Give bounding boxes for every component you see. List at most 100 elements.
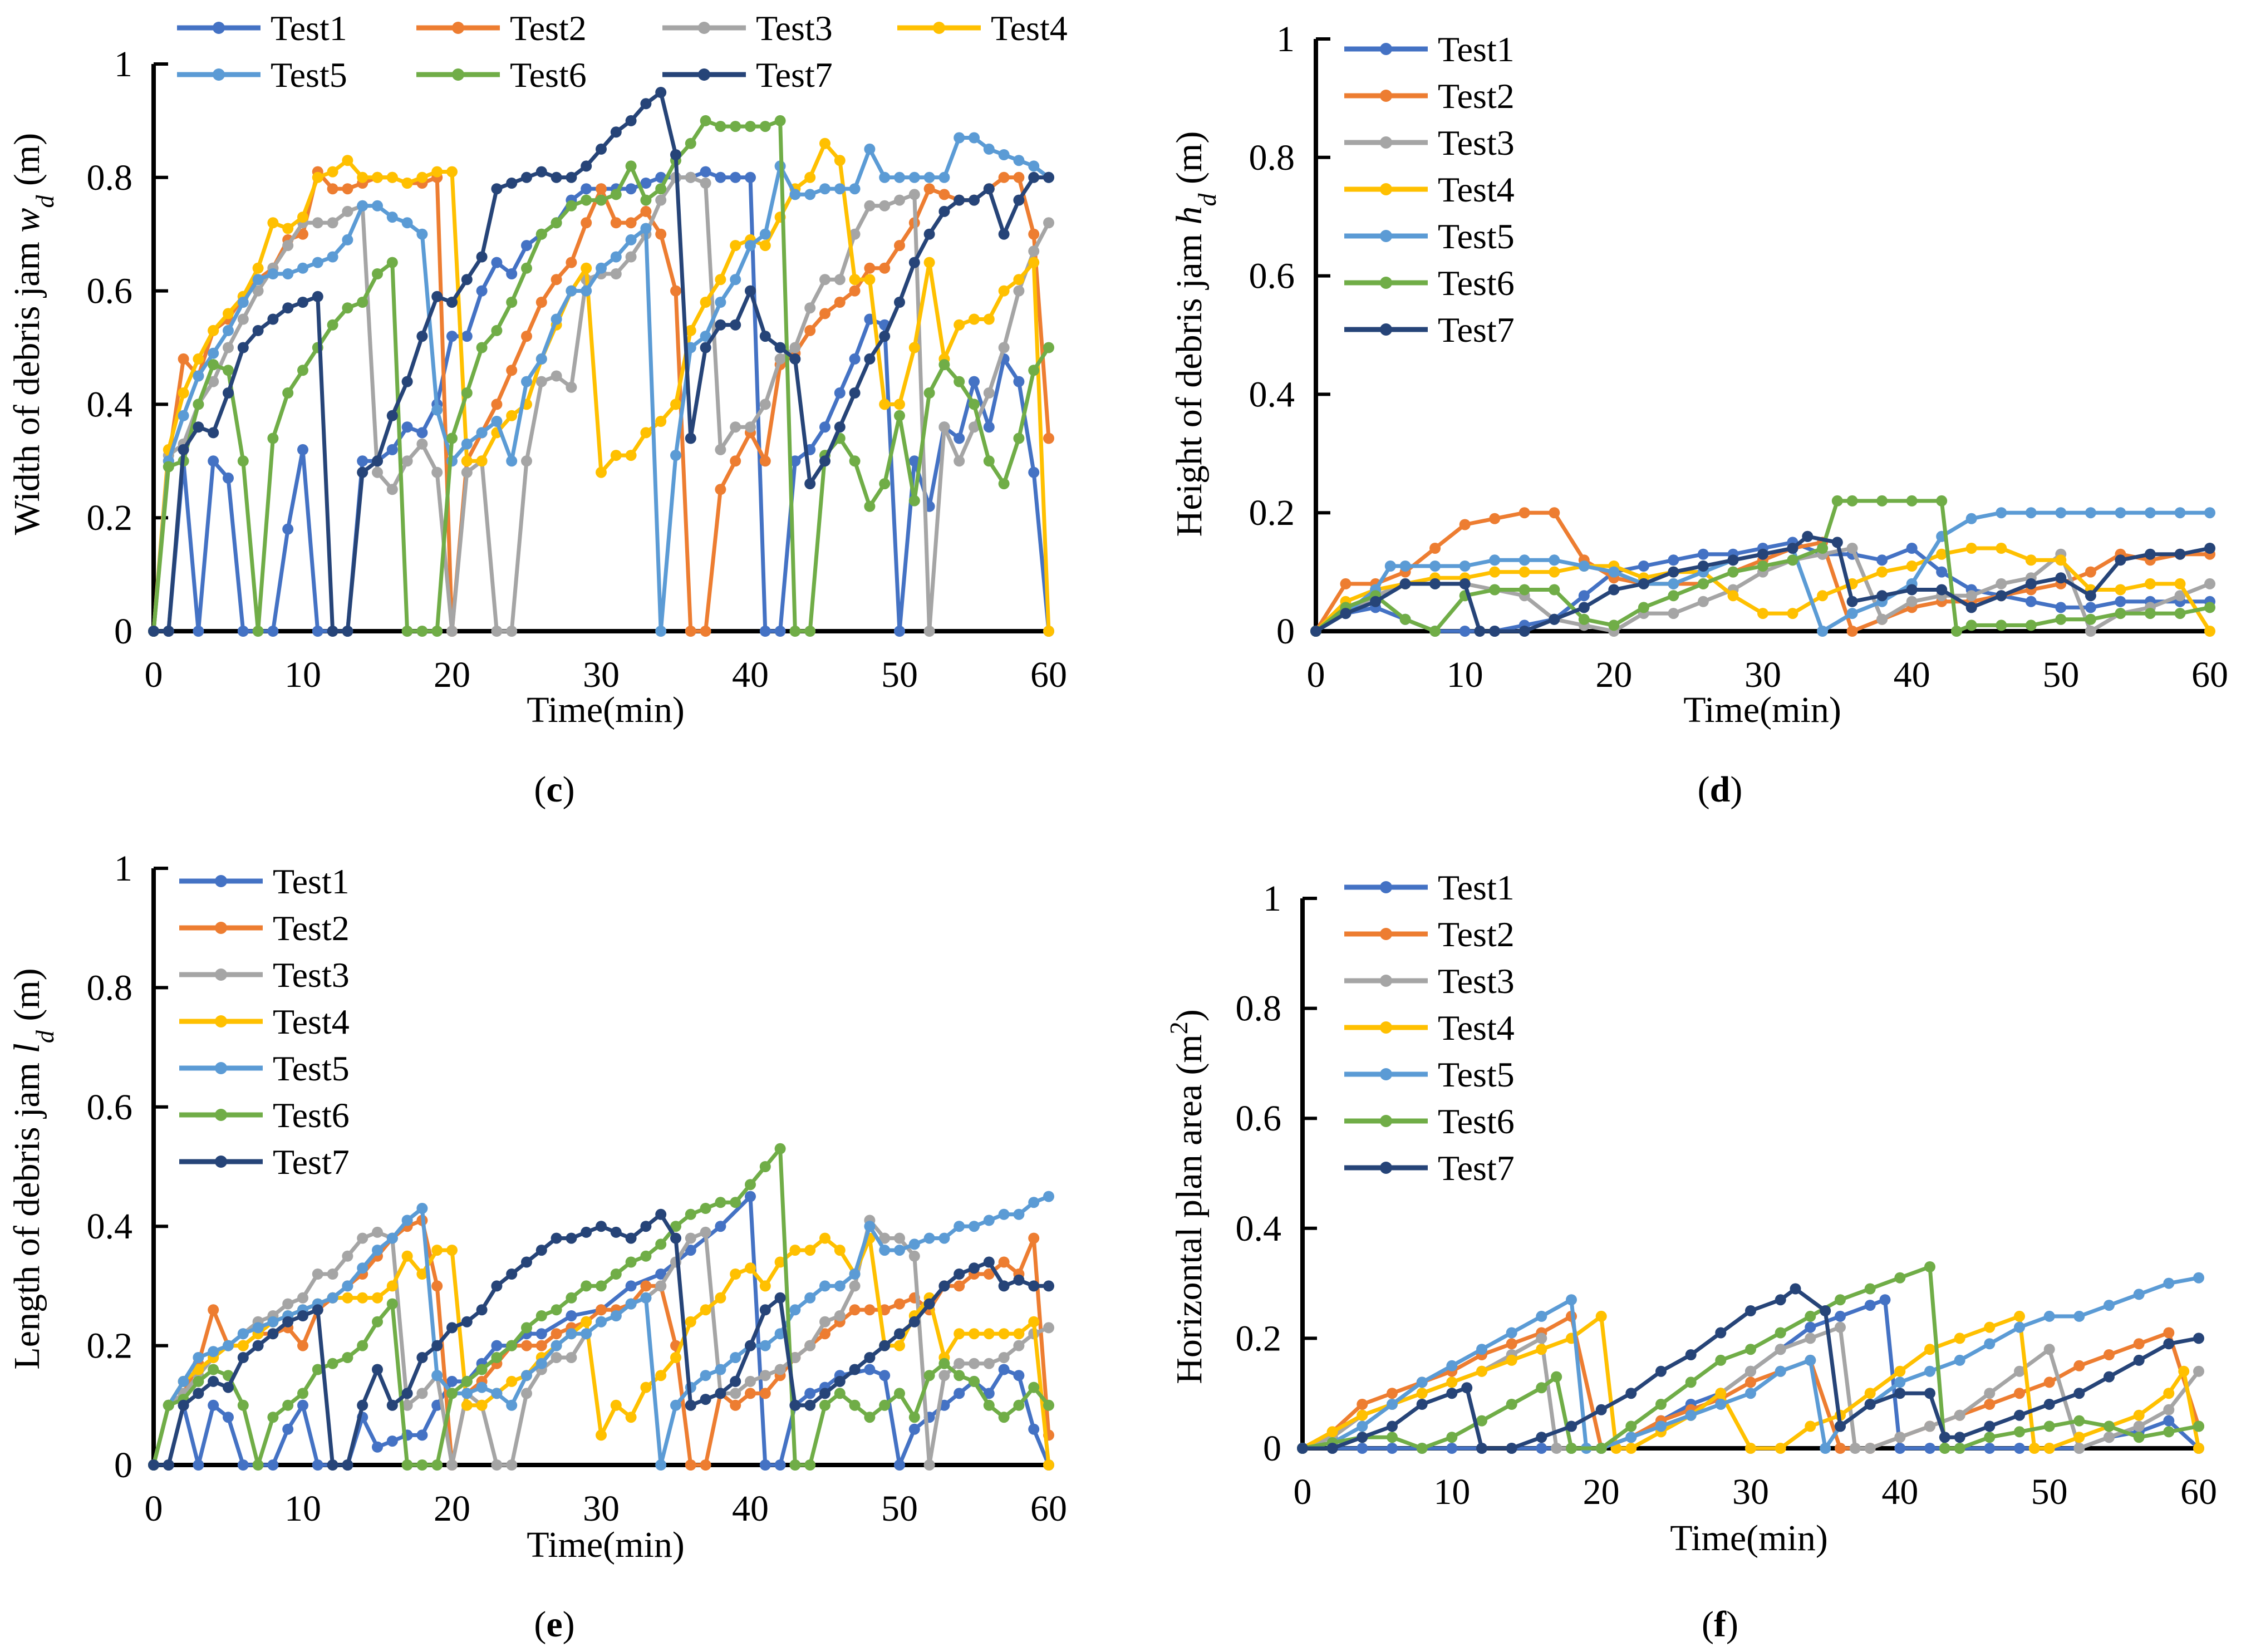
data-point [1638, 578, 1649, 589]
data-point [685, 1316, 696, 1328]
legend-item-test4: Test4 [897, 8, 1068, 48]
data-point [983, 455, 995, 467]
data-point [715, 484, 726, 495]
data-point [551, 274, 562, 286]
data-point [1013, 171, 1025, 183]
data-point [1028, 1381, 1040, 1393]
legend-label: Test3 [273, 955, 350, 995]
data-point [1459, 626, 1471, 637]
data-point [1745, 1344, 1756, 1355]
data-point [670, 285, 681, 297]
data-point [252, 274, 264, 286]
legend-item-test2: Test2 [1344, 76, 1515, 116]
data-point [730, 421, 741, 433]
data-point [357, 466, 368, 478]
data-point [1459, 578, 1471, 589]
data-point [2133, 1432, 2145, 1443]
data-point [819, 1232, 830, 1244]
data-point [1846, 543, 1858, 554]
data-point [1013, 1328, 1025, 1340]
data-point [685, 1208, 696, 1220]
data-point [386, 484, 398, 495]
data-point [640, 1292, 652, 1304]
data-point [372, 171, 383, 183]
data-point [730, 1352, 741, 1363]
data-point [357, 1292, 368, 1304]
data-point [1638, 560, 1649, 572]
data-point [640, 178, 652, 189]
data-point [1745, 1365, 1756, 1377]
data-point [596, 194, 607, 206]
legend-label: Test2 [510, 8, 587, 48]
data-point [969, 1221, 980, 1232]
data-point [1013, 274, 1025, 286]
data-point [535, 228, 547, 240]
data-point [2025, 578, 2037, 589]
data-point [1340, 608, 1352, 620]
data-point [640, 1250, 652, 1262]
series-test6 [148, 1143, 1054, 1471]
data-point [715, 1221, 726, 1232]
data-point [2174, 507, 2186, 519]
legend-label: Test6 [1438, 1102, 1515, 1141]
data-point [1906, 543, 1918, 554]
data-point [1685, 1349, 1697, 1360]
data-point [267, 313, 279, 325]
data-point [535, 1340, 547, 1351]
series-test3 [148, 171, 1054, 637]
data-point [759, 331, 771, 342]
data-point [446, 1459, 458, 1471]
data-point [879, 171, 891, 183]
legend-item-test7: Test7 [1344, 1148, 1515, 1188]
data-point [864, 262, 876, 274]
data-point [2014, 1426, 2025, 1438]
data-point [2043, 1310, 2055, 1322]
data-point [2028, 1443, 2040, 1454]
legend-item-test4: Test4 [1344, 170, 1515, 209]
data-point [491, 626, 503, 637]
data-point [789, 455, 801, 467]
x-axis-title: Time(min) [1670, 1518, 1828, 1558]
data-point [655, 87, 667, 98]
data-point [2055, 572, 2067, 584]
data-point [2043, 1420, 2055, 1432]
data-point [476, 1304, 488, 1316]
data-point [1476, 1415, 1487, 1427]
data-point [1745, 1376, 1756, 1388]
data-point [849, 228, 861, 240]
legend-marker [452, 22, 464, 34]
data-point [1894, 1443, 1906, 1454]
data-point [2025, 596, 2037, 607]
y-tick-label: 0.2 [1236, 1318, 1282, 1359]
data-point [1595, 1404, 1607, 1415]
data-point [745, 1340, 756, 1351]
legend-label: Test6 [510, 55, 587, 95]
data-point [566, 200, 577, 212]
data-point [297, 444, 308, 455]
legend-marker [698, 22, 710, 34]
data-point [401, 1250, 413, 1262]
data-point [1357, 1399, 1368, 1410]
data-point [730, 319, 741, 331]
data-point [879, 1232, 891, 1244]
data-point [700, 331, 711, 342]
data-point [759, 121, 771, 132]
data-point [282, 268, 294, 279]
data-point [193, 353, 204, 365]
legend-label: Test5 [1438, 217, 1515, 256]
legend-label: Test7 [273, 1142, 350, 1182]
data-point [759, 1340, 771, 1351]
data-point [789, 1399, 801, 1411]
x-tick-label: 20 [434, 1488, 470, 1529]
data-point [819, 1388, 830, 1399]
data-point [1727, 554, 1739, 566]
data-point [1459, 519, 1471, 530]
data-point [789, 189, 801, 200]
data-point [581, 217, 592, 229]
data-point [804, 478, 816, 490]
data-point [804, 1399, 816, 1411]
data-point [1924, 1344, 1935, 1355]
data-point [745, 1191, 756, 1202]
data-point [416, 1429, 428, 1441]
data-point [700, 1203, 711, 1214]
